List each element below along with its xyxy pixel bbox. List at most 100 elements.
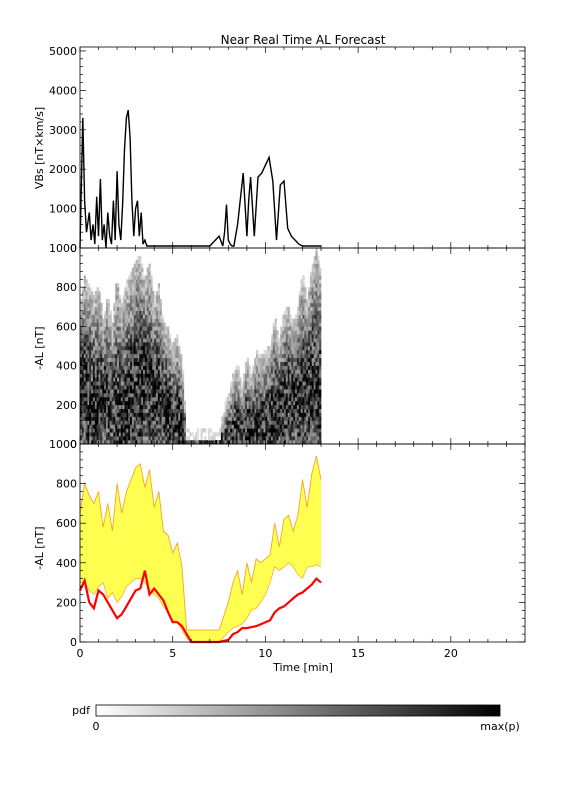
heatmap-cell — [269, 393, 272, 398]
heatmap-cell — [280, 404, 283, 410]
heatmap-cell — [278, 389, 281, 394]
heatmap-cell — [143, 291, 146, 296]
heatmap-cell — [94, 330, 97, 335]
heatmap-cell — [152, 365, 155, 370]
heatmap-cell — [126, 283, 129, 288]
heatmap-cell — [304, 389, 307, 394]
heatmap-cell — [228, 396, 231, 402]
heatmap-cell — [313, 334, 316, 339]
heatmap-cell — [250, 440, 253, 445]
heatmap-cell — [124, 373, 127, 378]
heatmap-cell — [306, 361, 309, 366]
heatmap-cell — [254, 428, 257, 433]
heatmap-cell — [235, 369, 238, 374]
heatmap-cell — [269, 396, 272, 402]
heatmap-cell — [122, 357, 125, 362]
heatmap-cell — [152, 330, 155, 335]
heatmap-cell — [150, 318, 153, 323]
heatmap-cell — [293, 420, 296, 425]
heatmap-cell — [91, 385, 94, 390]
heatmap-cell — [252, 436, 255, 441]
heatmap-cell — [128, 310, 131, 315]
heatmap-cell — [278, 377, 281, 382]
heatmap-cell — [152, 424, 155, 429]
heatmap-cell — [306, 389, 309, 394]
heatmap-cell — [308, 440, 311, 445]
heatmap-cell — [100, 314, 103, 319]
heatmap-cell — [89, 322, 92, 327]
heatmap-cell — [224, 404, 227, 410]
heatmap-cell — [289, 342, 292, 347]
heatmap-cell — [100, 408, 103, 413]
heatmap-cell — [87, 330, 90, 335]
heatmap-cell — [146, 408, 149, 413]
heatmap-cell — [172, 353, 175, 359]
heatmap-cell — [157, 393, 161, 398]
heatmap-cell — [104, 389, 107, 394]
heatmap-cell — [269, 412, 272, 417]
heatmap-cell — [239, 408, 242, 413]
heatmap-cell — [170, 357, 173, 362]
heatmap-cell — [165, 377, 168, 382]
heatmap-cell — [152, 400, 155, 406]
heatmap-cell — [165, 330, 168, 335]
heatmap-cell — [298, 295, 301, 300]
heatmap-cell — [217, 440, 220, 445]
heatmap-cell — [274, 334, 277, 339]
heatmap-cell — [243, 381, 246, 386]
heatmap-cell — [270, 385, 274, 390]
heatmap-cell — [104, 342, 107, 347]
heatmap-cell — [285, 349, 288, 355]
heatmap-cell — [148, 361, 151, 366]
heatmap-cell — [89, 396, 92, 402]
heatmap-cell — [80, 404, 83, 410]
heatmap-cell — [261, 361, 264, 366]
heatmap-cell — [267, 396, 270, 402]
heatmap-cell — [181, 377, 185, 382]
heatmap-cell — [180, 420, 183, 425]
heatmap-cell — [143, 377, 146, 382]
heatmap-cell — [302, 353, 305, 359]
heatmap-cell — [80, 428, 83, 433]
heatmap-cell — [258, 377, 261, 382]
heatmap-cell — [118, 436, 122, 441]
heatmap-cell — [183, 404, 186, 410]
heatmap-cell — [282, 428, 285, 433]
heatmap-cell — [146, 295, 149, 300]
heatmap-cell — [152, 310, 155, 315]
heatmap-cell — [100, 436, 103, 441]
heatmap-cell — [178, 424, 181, 429]
heatmap-cell — [91, 330, 94, 335]
heatmap-cell — [109, 357, 112, 362]
heatmap-cell — [180, 424, 183, 429]
heatmap-cell — [300, 357, 303, 362]
heatmap-cell — [80, 400, 83, 406]
heatmap-cell — [91, 334, 94, 339]
heatmap-cell — [120, 365, 123, 370]
heatmap-cell — [159, 412, 162, 417]
heatmap-cell — [289, 432, 292, 437]
heatmap-cell — [122, 373, 125, 378]
heatmap-cell — [161, 428, 164, 433]
heatmap-cell — [91, 393, 94, 398]
heatmap-cell — [102, 412, 105, 417]
heatmap-cell — [83, 420, 86, 425]
heatmap-cell — [83, 314, 86, 319]
heatmap-cell — [161, 400, 164, 406]
heatmap-cell — [137, 424, 140, 429]
heatmap-cell — [313, 385, 316, 390]
heatmap-cell — [89, 353, 92, 359]
heatmap-cell — [300, 279, 303, 284]
heatmap-cell — [265, 420, 268, 425]
band-xtick-label: 20 — [444, 647, 458, 660]
heatmap-cell — [311, 346, 314, 351]
heatmap-cell — [109, 436, 112, 441]
heatmap-cell — [317, 416, 320, 421]
heatmap-cell — [118, 377, 122, 382]
heatmap-cell — [150, 377, 153, 382]
heatmap-cell — [104, 396, 107, 402]
heatmap-cell — [285, 357, 288, 362]
heatmap-cell — [104, 428, 107, 433]
heatmap-cell — [298, 428, 301, 433]
heatmap-cell — [319, 314, 322, 319]
